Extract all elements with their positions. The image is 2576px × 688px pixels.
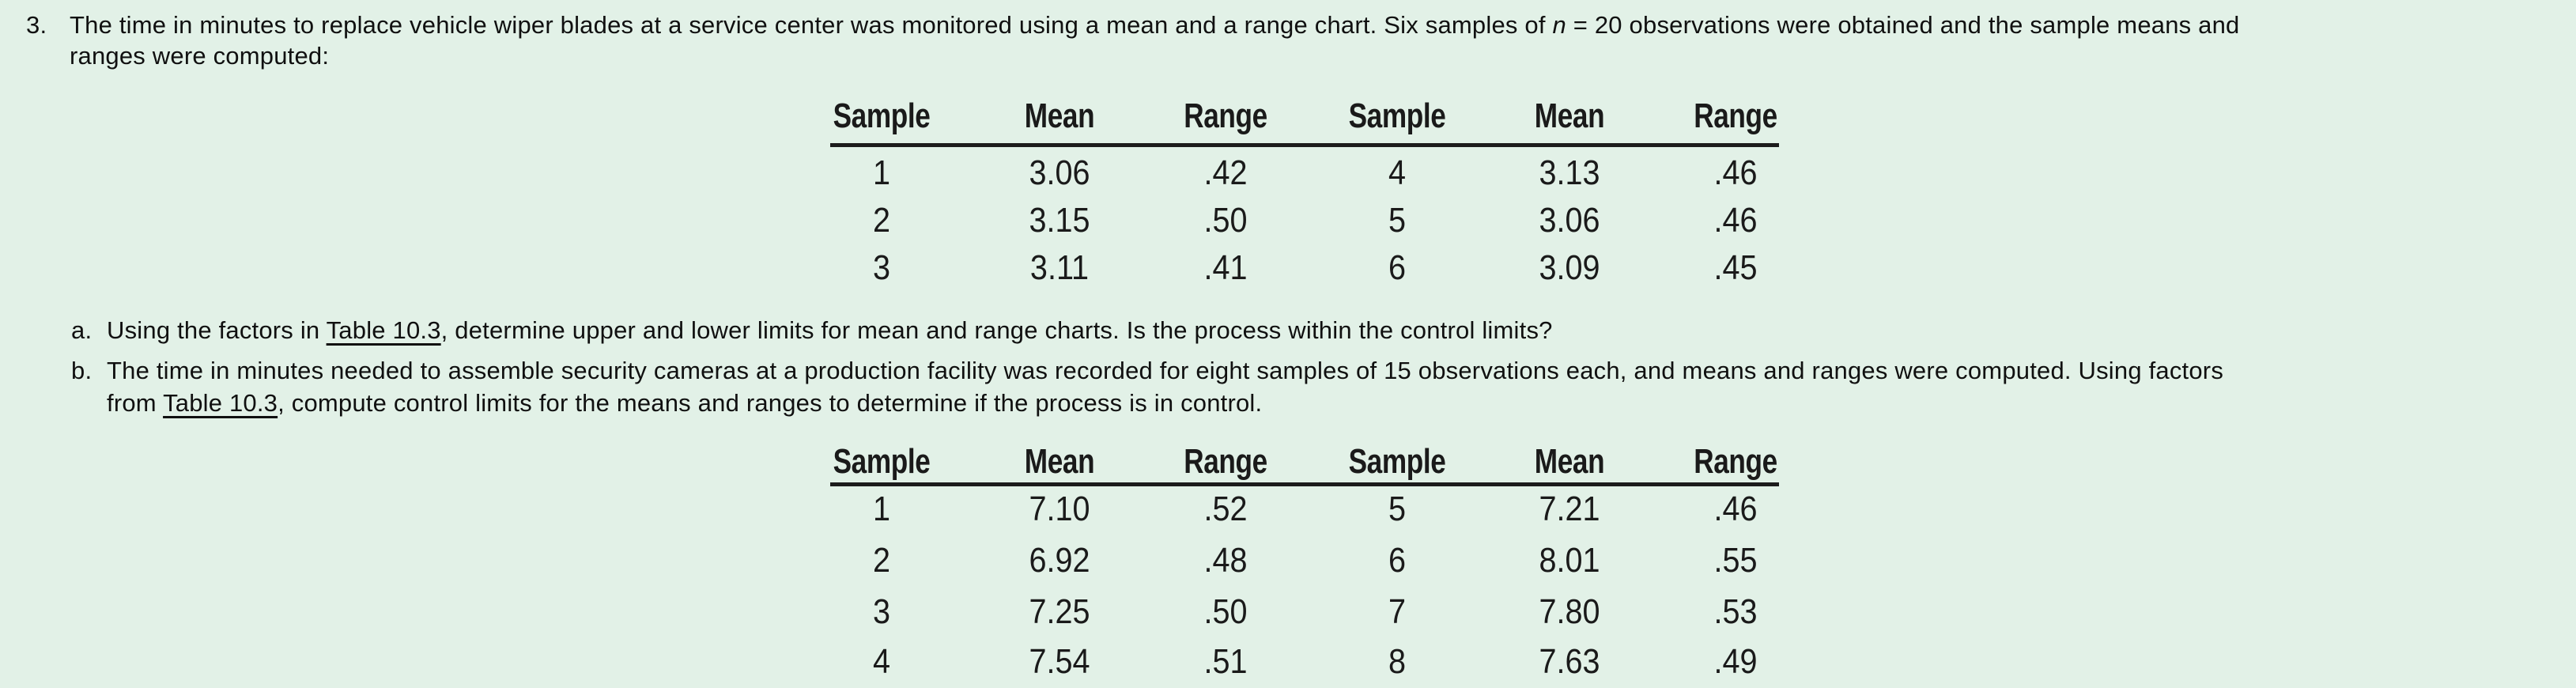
problem-text-line-2: ranges were computed: (70, 43, 329, 68)
table-cell: 3.06 (1539, 201, 1600, 240)
table-cell: 7.10 (1029, 490, 1090, 528)
table-cell: 5 (1388, 490, 1407, 528)
table-cell: .51 (1203, 642, 1248, 681)
table-cell: 6.92 (1029, 541, 1090, 580)
text-segment: , compute control limits for the means a… (278, 389, 1263, 417)
table-header-cell: Range (1694, 442, 1777, 481)
table-cell: .49 (1713, 642, 1758, 681)
table-cell: 7.54 (1029, 642, 1090, 681)
table-10-3-link[interactable]: Table 10.3 (163, 389, 278, 417)
table-cell: .48 (1203, 541, 1248, 580)
table-cell: 4 (1388, 153, 1407, 192)
item-b-text-line-2: from Table 10.3, compute control limits … (107, 391, 1262, 415)
table-cell: 7.80 (1539, 592, 1600, 631)
table-header-cell: Mean (1534, 442, 1605, 481)
text-segment: Using the factors in (107, 316, 327, 344)
table-cell: .41 (1203, 248, 1248, 287)
problem-number: 3. (26, 11, 47, 39)
table-cell: .52 (1203, 490, 1248, 528)
variable-n: n (1552, 11, 1566, 39)
table-cell: 1 (872, 153, 891, 192)
table-cell: 1 (872, 490, 891, 528)
table-cell: 8.01 (1539, 541, 1600, 580)
table-cell: .42 (1203, 153, 1248, 192)
table-header-cell: Sample (1348, 96, 1446, 135)
table-cell: .45 (1713, 248, 1758, 287)
table-header-cell: Range (1184, 442, 1267, 481)
table-cell: .50 (1203, 201, 1248, 240)
table-cell: 7.21 (1539, 490, 1600, 528)
table-header-cell: Range (1694, 96, 1777, 135)
text-segment: The time in minutes to replace vehicle w… (70, 11, 1553, 39)
security-camera-samples-table: Sample Mean Range Sample Mean Range 1 7.10 .52 5 7… (830, 437, 1779, 688)
table-header-rule (830, 143, 1779, 147)
table-header-cell: Sample (1348, 442, 1446, 481)
table-cell: .46 (1713, 201, 1758, 240)
table-cell: 3.13 (1539, 153, 1600, 192)
table-header-cell: Mean (1534, 96, 1605, 135)
table-header-cell: Mean (1024, 96, 1095, 135)
table-cell: 7.25 (1029, 592, 1090, 631)
table-cell: 3.09 (1539, 248, 1600, 287)
table-header-cell: Sample (833, 442, 931, 481)
table-header-cell: Mean (1024, 442, 1095, 481)
wiper-blade-samples-table: Sample Mean Range Sample Mean Range 1 3.06 .42 4 3… (830, 95, 1779, 301)
table-cell: .55 (1713, 541, 1758, 580)
problem-text-line-1: The time in minutes to replace vehicle w… (70, 13, 2239, 37)
text-segment: from (107, 389, 164, 417)
table-10-3-link[interactable]: Table 10.3 (326, 316, 441, 344)
table-cell: 8 (1388, 642, 1407, 681)
table-cell: 7 (1388, 592, 1407, 631)
table-cell: 6 (1388, 541, 1407, 580)
table-cell: 6 (1388, 248, 1407, 287)
text-segment: , determine upper and lower limits for m… (440, 316, 1553, 344)
table-cell: 5 (1388, 201, 1407, 240)
item-b-marker: b. (71, 357, 93, 384)
table-cell: 3 (872, 592, 891, 631)
table-cell: 3 (872, 248, 891, 287)
text-segment: = 20 observations were obtained and the … (1566, 11, 2240, 39)
table-cell: .46 (1713, 153, 1758, 192)
text-segment: The time in minutes needed to assemble s… (107, 357, 2224, 384)
table-cell: .50 (1203, 592, 1248, 631)
text-segment: ranges were computed: (70, 42, 330, 70)
item-a-marker: a. (71, 316, 93, 344)
table-header-cell: Sample (833, 96, 931, 135)
table-cell: 2 (872, 201, 891, 240)
table-cell: 3.11 (1029, 248, 1090, 287)
table-cell: 3.15 (1029, 201, 1090, 240)
table-cell: 2 (872, 541, 891, 580)
table-cell: .53 (1713, 592, 1758, 631)
table-cell: 4 (872, 642, 891, 681)
table-header-rule (830, 482, 1779, 486)
table-cell: 7.63 (1539, 642, 1600, 681)
table-header-cell: Range (1184, 96, 1267, 135)
item-b-text-line-1: The time in minutes needed to assemble s… (107, 358, 2223, 383)
item-a-text: Using the factors in Table 10.3, determi… (107, 318, 1553, 342)
table-cell: .46 (1713, 490, 1758, 528)
table-cell: 3.06 (1029, 153, 1090, 192)
